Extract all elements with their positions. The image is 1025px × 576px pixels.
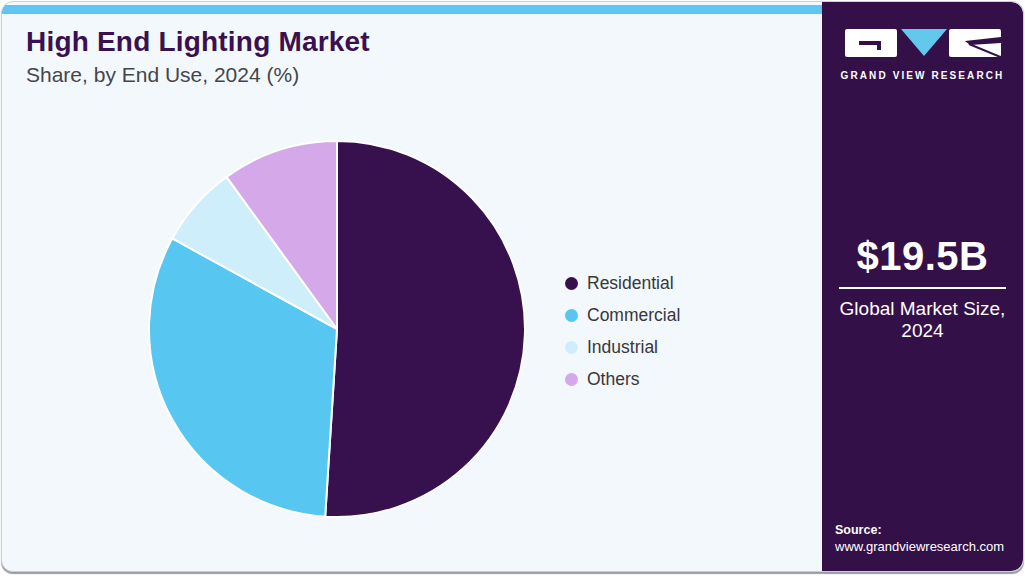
market-size-caption-line1: Global Market Size, [822, 298, 1023, 320]
legend-label: Commercial [587, 305, 680, 326]
source-url[interactable]: www.grandviewresearch.com [835, 539, 1004, 554]
legend-swatch-commercial [565, 309, 578, 322]
legend-swatch-others [565, 373, 578, 386]
report-card: High End Lighting Market Share, by End U… [1, 1, 1024, 572]
legend-label: Others [587, 369, 640, 390]
legend-swatch-residential [565, 277, 578, 290]
page-title: High End Lighting Market [26, 26, 370, 58]
page-subtitle: Share, by End Use, 2024 (%) [26, 63, 370, 87]
divider [839, 287, 1006, 289]
chart-panel: High End Lighting Market Share, by End U… [2, 2, 822, 571]
legend-swatch-industrial [565, 341, 578, 354]
legend-label: Residential [587, 273, 674, 294]
market-size-block: $19.5B Global Market Size, 2024 [822, 234, 1023, 342]
legend-item: Residential [565, 267, 680, 299]
chart-header: High End Lighting Market Share, by End U… [26, 26, 370, 87]
logo-v-triangle [901, 29, 947, 56]
market-size-value: $19.5B [822, 234, 1023, 279]
gvr-logo: GRAND VIEW RESEARCH [822, 28, 1023, 81]
market-size-caption-line2: 2024 [822, 320, 1023, 342]
brand-name: GRAND VIEW RESEARCH [822, 70, 1023, 81]
brand-sidebar: GRAND VIEW RESEARCH $19.5B Global Market… [822, 2, 1023, 571]
accent-bar [2, 5, 822, 14]
source-label: Source: [835, 523, 1004, 537]
legend-item: Industrial [565, 331, 680, 363]
legend-item: Commercial [565, 299, 680, 331]
chart-legend: Residential Commercial Industrial Others [565, 267, 680, 395]
source-block: Source: www.grandviewresearch.com [835, 523, 1004, 554]
legend-item: Others [565, 363, 680, 395]
legend-label: Industrial [587, 337, 658, 358]
gvr-logo-icon [843, 28, 1003, 60]
pie-slice-residential [325, 141, 525, 517]
pie-chart [142, 134, 532, 524]
